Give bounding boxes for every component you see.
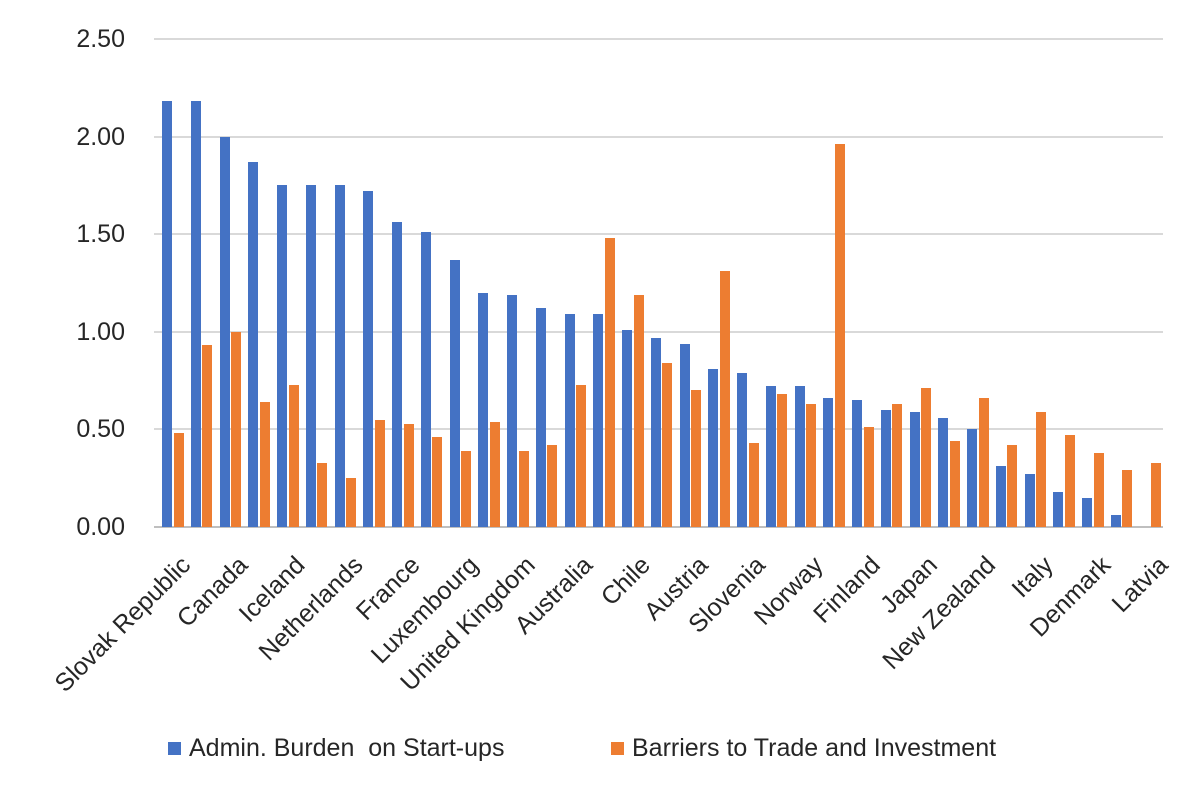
bar-barriers (1036, 411, 1046, 527)
bar-admin-burden (967, 429, 977, 527)
bar-admin-burden (478, 292, 489, 527)
bar-barriers (1007, 445, 1018, 527)
bar-barriers (604, 238, 615, 527)
bar-barriers (317, 462, 328, 527)
legend-label-barriers: Barriers to Trade and Investment (632, 734, 997, 762)
bar-barriers (978, 398, 989, 527)
bar-admin-burden (622, 329, 632, 527)
bar-barriers (173, 433, 184, 527)
bar-barriers (1064, 435, 1075, 527)
bar-admin-burden (535, 308, 546, 527)
bar-admin-burden (765, 386, 776, 527)
legend: Admin. Burden on Start-ups Barriers to T… (0, 733, 1200, 767)
bar-admin-burden (190, 101, 201, 527)
legend-label-admin-burden: Admin. Burden on Start-ups (189, 734, 505, 762)
gridline (154, 330, 1163, 333)
bar-admin-burden (823, 398, 834, 527)
bar-admin-burden (564, 314, 575, 527)
bar-barriers (777, 394, 788, 527)
bar-admin-burden (420, 232, 431, 527)
bar-barriers (518, 450, 529, 527)
bar-barriers (748, 443, 759, 527)
bar-admin-burden (1082, 497, 1092, 527)
bar-admin-burden (880, 409, 891, 527)
legend-item-admin-burden: Admin. Burden on Start-ups (168, 733, 504, 763)
bar-barriers (259, 402, 270, 527)
bar-barriers (921, 388, 931, 527)
bar-admin-burden (334, 185, 345, 527)
bar-admin-burden (708, 368, 719, 527)
bar-admin-burden (219, 136, 230, 527)
bar-barriers (863, 427, 874, 527)
gridline (154, 38, 1163, 40)
bar-barriers (1151, 462, 1161, 527)
bar-admin-burden (737, 372, 747, 527)
gridline (154, 233, 1163, 236)
bar-admin-burden (449, 259, 460, 527)
bar-admin-burden (363, 191, 374, 527)
bar-barriers (806, 404, 816, 527)
bar-barriers (576, 384, 586, 527)
bar-barriers (346, 478, 356, 527)
bar-barriers (231, 331, 241, 527)
bar-barriers (633, 294, 644, 527)
bar-barriers (547, 445, 558, 527)
bar-admin-burden (277, 185, 287, 527)
bar-admin-burden (938, 417, 949, 527)
bar-barriers (403, 423, 414, 527)
y-axis-tick-label: 0.00 (76, 513, 125, 541)
bar-admin-burden (995, 466, 1006, 527)
gridline (154, 135, 1163, 138)
bar-admin-burden (248, 161, 259, 527)
bar-barriers (662, 363, 673, 527)
bar-admin-burden (593, 314, 604, 527)
bar-barriers (1093, 452, 1104, 527)
bar-barriers (432, 437, 443, 527)
bar-admin-burden (679, 343, 690, 527)
bar-barriers (1122, 470, 1133, 527)
y-axis-tick-label: 0.50 (76, 415, 125, 444)
bar-barriers (461, 450, 471, 527)
y-axis-tick-label: 2.00 (76, 122, 125, 151)
bar-barriers (691, 390, 701, 527)
y-axis-tick-label: 1.00 (76, 317, 125, 346)
bar-admin-burden (1110, 515, 1121, 527)
bar-admin-burden (1053, 491, 1064, 527)
x-axis-line (154, 526, 1163, 528)
bar-barriers (834, 144, 845, 527)
bar-admin-burden (852, 400, 862, 527)
bar-admin-burden (650, 337, 661, 527)
bar-admin-burden (392, 222, 402, 527)
bar-barriers (288, 384, 299, 527)
bar-barriers (719, 271, 730, 527)
legend-item-barriers: Barriers to Trade and Investment (611, 733, 996, 763)
bar-barriers (374, 419, 385, 527)
bar-admin-burden (507, 294, 517, 527)
bar-barriers (892, 404, 903, 527)
bar-admin-burden (162, 101, 172, 527)
bar-barriers (489, 421, 500, 527)
bar-barriers (202, 345, 213, 527)
bar-admin-burden (794, 386, 805, 527)
legend-swatch-orange-icon (611, 741, 624, 755)
bar-admin-burden (909, 411, 920, 527)
x-axis-category-label: Latvia (1106, 551, 1174, 618)
bar-admin-burden (305, 185, 316, 527)
bar-admin-burden (1024, 474, 1035, 527)
y-axis-tick-label: 1.50 (76, 220, 125, 249)
y-axis-tick-label: 2.50 (76, 25, 125, 53)
bar-barriers (949, 441, 960, 527)
legend-swatch-blue-icon (168, 741, 181, 755)
x-axis-category-label: Slovak Republic (49, 551, 196, 698)
